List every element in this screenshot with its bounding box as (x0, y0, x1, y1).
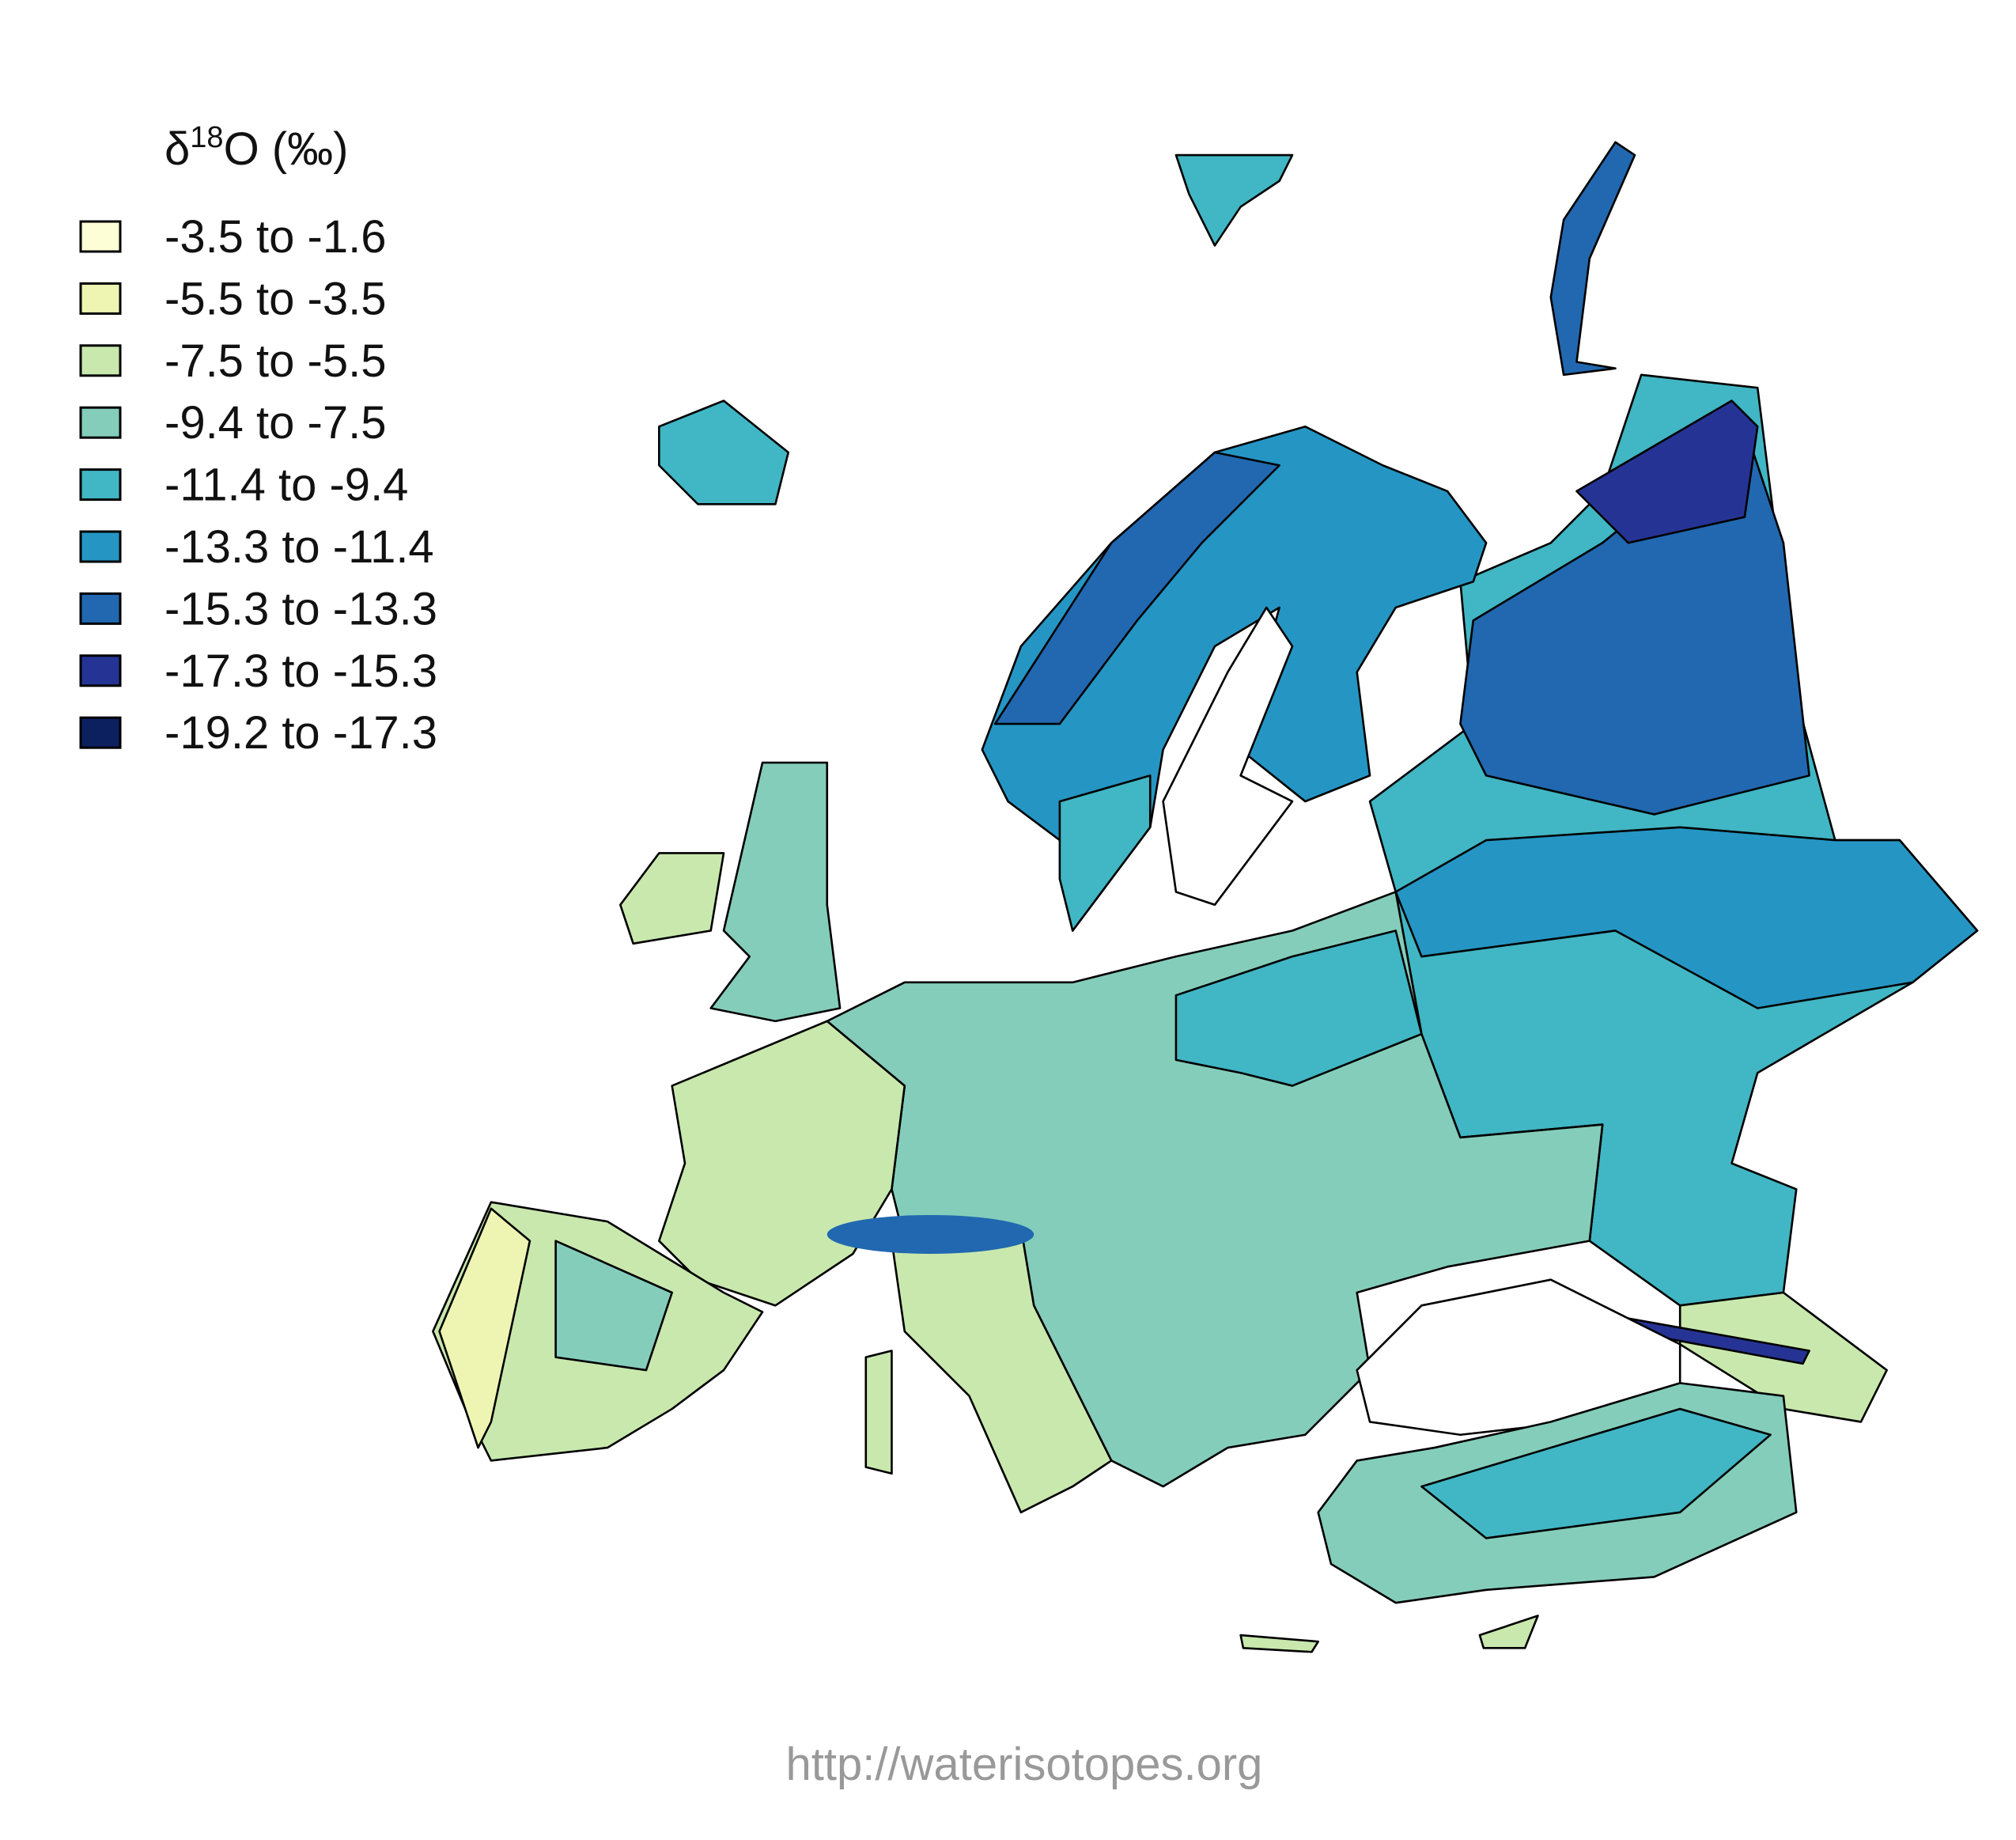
russia-middle (1394, 826, 1979, 1009)
legend-swatch (79, 344, 122, 377)
legend-swatch (79, 592, 122, 625)
baltic-sea (1162, 606, 1294, 907)
great-britain (709, 761, 842, 1023)
legend-swatch (79, 468, 122, 502)
title-superscript: 18 (190, 121, 223, 154)
poland-belarus (1174, 929, 1423, 1087)
kola-east (1575, 399, 1759, 544)
title-symbol: δ (165, 123, 190, 175)
legend-label: -5.5 to -3.5 (165, 273, 386, 324)
legend-swatch (79, 716, 122, 749)
legend-swatch (79, 220, 122, 253)
legend-label: -7.5 to -5.5 (165, 335, 386, 387)
map (432, 141, 1979, 1653)
svalbard (1174, 153, 1294, 247)
legend-label: -17.3 to -15.3 (165, 646, 437, 697)
portugal (438, 1207, 531, 1449)
ireland (619, 852, 725, 945)
legend-label: -11.4 to -9.4 (165, 460, 408, 511)
novaya-zemlya (1549, 141, 1636, 377)
legend-swatch (79, 654, 122, 687)
title-rest: O (‰) (224, 123, 349, 175)
iceland (658, 399, 790, 505)
crete (1239, 1634, 1319, 1653)
legend-swatch (79, 406, 122, 439)
footer-url: http://waterisotopes.org (786, 1739, 1263, 1790)
legend-label: -9.4 to -7.5 (165, 397, 386, 449)
legend-swatch (79, 530, 122, 563)
meseta (554, 1240, 673, 1372)
legend-label: -19.2 to -17.3 (165, 707, 437, 759)
italy (891, 1226, 1113, 1514)
norway-mountains (993, 451, 1280, 725)
corsica-sardinia (864, 1350, 893, 1475)
south-sweden (1058, 774, 1152, 932)
legend-label: -3.5 to -1.6 (165, 211, 386, 263)
legend-swatch (79, 282, 122, 315)
legend: δ18O (‰) -3.5 to -1.6 -5.5 to -3.5 -7.5 to… (79, 121, 437, 759)
legend-label: -15.3 to -13.3 (165, 583, 437, 634)
alps (826, 1214, 1034, 1254)
cyprus (1478, 1615, 1539, 1649)
legend-label: -13.3 to -11.4 (165, 521, 434, 573)
anatolia-plateau (1420, 1407, 1772, 1539)
legend-title: δ18O (‰) (165, 121, 348, 175)
